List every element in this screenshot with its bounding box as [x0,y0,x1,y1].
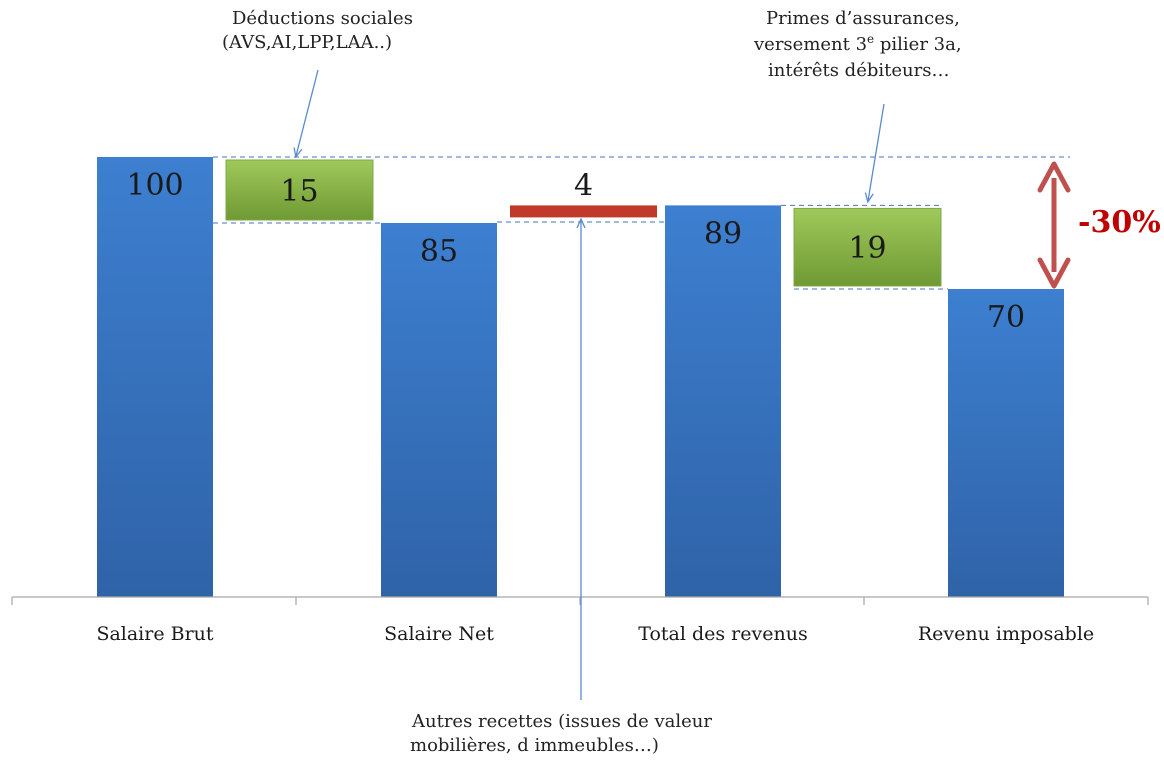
x-tick-label-4: Revenu imposable [918,623,1094,645]
annotation-deductions: Déductions sociales (AVS,AI,LPP,LAA..) [222,8,419,53]
bar-step-label-2: 4 [574,168,593,203]
annotation-primes-line-1: Primes d’assurances, [766,8,960,29]
bar-total-1 [97,157,213,597]
annotation-autres-line-1: Autres recettes (issues de valeur [411,711,712,732]
annotation-deductions-line-2: (AVS,AI,LPP,LAA..) [222,32,392,53]
bar-total-label-4: 70 [987,300,1025,335]
annotation-deductions-line-1: Déductions sociales [232,8,413,29]
bar-total-label-3: 89 [704,216,742,251]
bar-total-3 [665,205,781,597]
x-tick-label-3: Total des revenus [638,623,807,645]
value-labels: 100 85 89 70 15 4 19 [126,168,1025,335]
bars [97,157,1064,597]
change-label: -30% [1078,205,1161,240]
x-tick-label-2: Salaire Net [384,623,494,645]
pointer-deductions [296,69,319,156]
annotation-primes-line-3: intérêts débiteurs… [768,60,949,81]
bar-step-1 [225,159,374,221]
bar-total-2 [381,223,497,597]
x-axis: Salaire Brut Salaire Net Total des revenus… [11,596,1149,645]
pointer-primes [868,103,885,201]
bar-step-label-1: 15 [280,174,318,209]
x-tick-label-1: Salaire Brut [96,623,213,645]
bar-total-label-1: 100 [126,168,183,203]
annotation-autres: Autres recettes (issues de valeur mobili… [410,711,718,756]
bar-step-2 [510,205,657,218]
bar-total-label-2: 85 [420,234,458,269]
change-arrow [1037,161,1071,289]
bar-total-4 [948,289,1064,597]
annotation-primes-line-2: versement 3e pilier 3a, [753,32,962,55]
bar-step-3 [793,207,942,287]
annotation-primes: Primes d’assurances, versement 3e pilier… [753,8,967,81]
bar-step-label-3: 19 [848,231,886,266]
annotation-autres-line-2: mobilières, d immeubles…) [410,735,659,756]
